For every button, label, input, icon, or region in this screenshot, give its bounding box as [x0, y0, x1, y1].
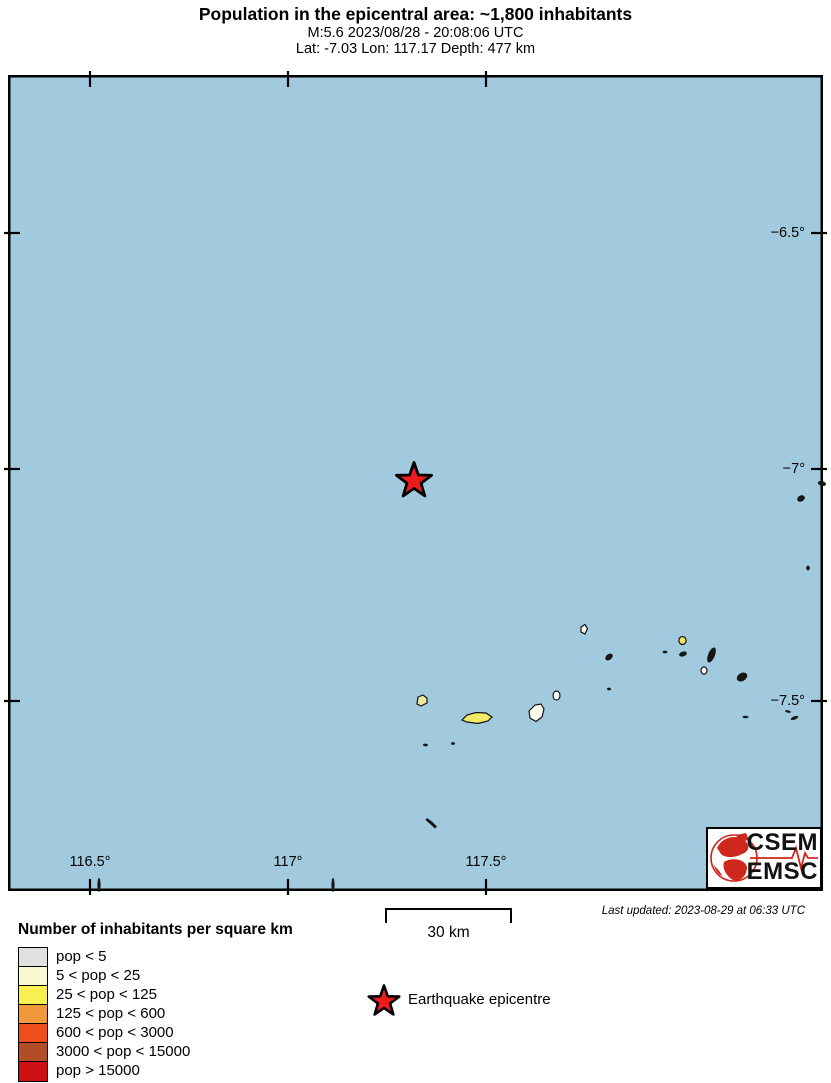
legend-swatch — [18, 966, 48, 987]
epicenter-star-icon — [395, 461, 433, 498]
islands-layer — [97, 480, 827, 892]
island — [700, 666, 708, 675]
latitude-label: −6.5° — [770, 225, 805, 241]
island — [797, 495, 805, 502]
scale-bar-label: 30 km — [427, 924, 470, 941]
island — [679, 651, 687, 657]
legend-swatch — [18, 985, 48, 1006]
island — [97, 878, 101, 892]
island — [607, 687, 611, 691]
legend-label: 125 < pop < 600 — [56, 1005, 166, 1022]
page-title: Population in the epicentral area: ~1,80… — [198, 4, 633, 24]
logo-csem-text: CSEM — [746, 829, 818, 856]
legend-label: 600 < pop < 3000 — [56, 1024, 174, 1041]
island — [580, 623, 589, 635]
legend-star-icon — [367, 984, 401, 1016]
legend-title: Number of inhabitants per square km — [18, 921, 293, 938]
header: Population in the epicentral area: ~1,80… — [0, 0, 831, 57]
epicenter-layer — [395, 461, 433, 498]
map-canvas: CSEM EMSC 116.5° 117° 117.5° −6.5° −7° −7.5° — [4, 71, 827, 895]
island — [528, 703, 545, 723]
island — [806, 565, 810, 571]
scale-bar — [385, 908, 512, 923]
island — [817, 480, 827, 487]
epicentre-legend-star-icon — [367, 984, 401, 1016]
legend-swatch — [18, 1042, 48, 1063]
island — [678, 635, 687, 646]
legend-swatch — [18, 947, 48, 968]
legend-label: 25 < pop < 125 — [56, 986, 157, 1003]
island — [423, 743, 428, 747]
epicentre-legend-label: Earthquake epicentre — [408, 991, 551, 1008]
legend-swatch — [18, 1023, 48, 1044]
legend: pop < 5 5 < pop < 25 25 < pop < 125 125 < p… — [18, 947, 318, 1083]
legend-swatch — [18, 1061, 48, 1082]
latitude-label: −7° — [782, 461, 805, 477]
island — [790, 715, 799, 721]
island — [425, 818, 437, 829]
csem-emsc-logo: CSEM EMSC — [706, 827, 822, 889]
legend-label: pop > 15000 — [56, 1062, 140, 1079]
longitude-label: 117.5° — [465, 854, 507, 870]
axis-ticks-layer — [4, 71, 827, 895]
island — [736, 672, 748, 682]
legend-label: 3000 < pop < 15000 — [56, 1043, 191, 1060]
globe-icon — [710, 833, 818, 882]
island — [605, 653, 613, 661]
island — [451, 742, 455, 745]
map-graphics — [4, 71, 827, 895]
island — [552, 690, 561, 701]
magnitude-line: M:5.6 2023/08/28 - 20:08:06 UTC — [307, 25, 524, 41]
location-line: Lat: -7.03 Lon: 117.17 Depth: 477 km — [295, 41, 536, 57]
island — [662, 650, 668, 654]
island — [742, 715, 749, 719]
seismogram-icon — [750, 845, 818, 872]
latitude-label: −7.5° — [770, 693, 805, 709]
legend-label: 5 < pop < 25 — [56, 967, 141, 984]
last-updated-note: Last updated: 2023-08-29 at 06:33 UTC — [601, 905, 805, 917]
longitude-label: 116.5° — [69, 854, 111, 870]
island — [460, 711, 493, 725]
legend-label: pop < 5 — [56, 948, 107, 965]
longitude-label: 117° — [273, 854, 303, 870]
island — [331, 878, 335, 892]
island — [416, 694, 428, 707]
legend-swatch — [18, 1004, 48, 1025]
logo-emsc-text: EMSC — [746, 858, 818, 885]
island — [707, 647, 716, 663]
island — [785, 710, 791, 713]
